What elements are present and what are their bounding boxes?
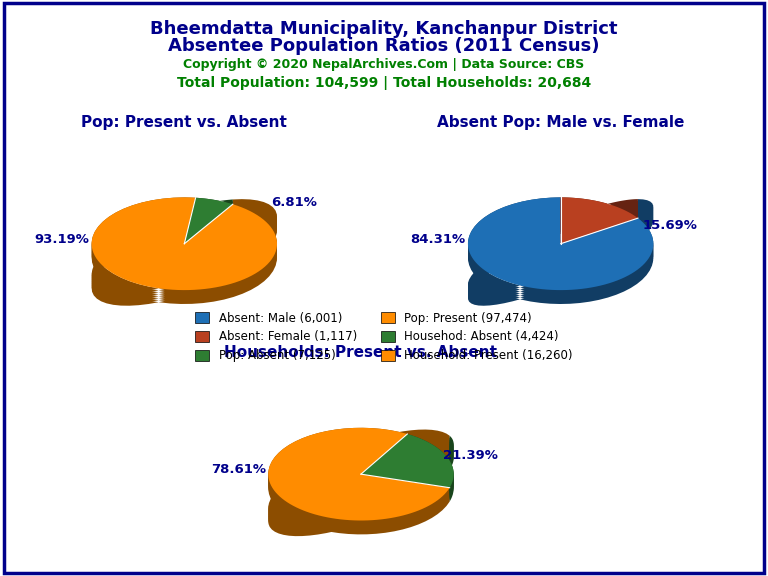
Polygon shape [407,440,454,495]
Polygon shape [91,202,277,296]
Polygon shape [91,198,277,290]
Polygon shape [561,207,638,230]
Title: Pop: Present vs. Absent: Pop: Present vs. Absent [81,115,287,130]
Polygon shape [196,211,233,220]
Polygon shape [268,428,449,521]
Text: Copyright © 2020 NepalArchives.Com | Data Source: CBS: Copyright © 2020 NepalArchives.Com | Dat… [184,58,584,71]
Polygon shape [468,198,654,292]
Polygon shape [468,207,654,302]
Text: 84.31%: 84.31% [411,233,466,245]
Polygon shape [468,203,654,298]
Polygon shape [468,202,654,296]
Polygon shape [468,209,654,304]
Polygon shape [268,434,449,528]
Polygon shape [91,205,277,300]
Text: 6.81%: 6.81% [271,195,316,209]
Polygon shape [407,442,454,498]
Text: 78.61%: 78.61% [211,463,266,476]
Polygon shape [91,207,277,302]
Polygon shape [561,199,638,222]
Polygon shape [196,208,233,216]
Text: 15.69%: 15.69% [643,219,697,232]
Polygon shape [196,204,233,212]
Polygon shape [268,428,449,522]
Polygon shape [196,206,233,214]
Polygon shape [196,210,233,218]
Polygon shape [561,198,638,220]
Polygon shape [561,205,638,228]
Polygon shape [407,438,454,494]
Polygon shape [407,444,454,499]
Text: Total Population: 104,599 | Total Households: 20,684: Total Population: 104,599 | Total Househ… [177,76,591,90]
Polygon shape [268,438,449,532]
Polygon shape [468,199,654,294]
Polygon shape [268,439,449,534]
Polygon shape [184,198,233,244]
Polygon shape [407,434,454,490]
Polygon shape [468,205,654,300]
Polygon shape [268,442,449,536]
Polygon shape [268,430,449,524]
Polygon shape [196,202,233,210]
Polygon shape [196,198,233,206]
Text: Absentee Population Ratios (2011 Census): Absentee Population Ratios (2011 Census) [168,37,600,55]
Polygon shape [561,198,638,244]
Polygon shape [407,436,454,491]
Legend: Absent: Male (6,001), Absent: Female (1,117), Pop: Absent (7,125), Pop: Present : Absent: Male (6,001), Absent: Female (1,… [190,307,578,367]
Polygon shape [91,211,277,306]
Polygon shape [561,203,638,226]
Polygon shape [561,202,638,224]
Polygon shape [91,198,277,292]
Polygon shape [407,448,454,503]
Polygon shape [468,211,654,306]
Polygon shape [468,198,654,290]
Polygon shape [561,211,638,234]
Text: 93.19%: 93.19% [35,233,89,245]
Polygon shape [91,199,277,294]
Title: Households: Present vs. Absent: Households: Present vs. Absent [224,346,498,361]
Polygon shape [196,200,233,208]
Polygon shape [91,209,277,304]
Polygon shape [268,435,449,530]
Polygon shape [361,434,454,488]
Text: 21.39%: 21.39% [443,449,498,462]
Text: Bheemdatta Municipality, Kanchanpur District: Bheemdatta Municipality, Kanchanpur Dist… [151,20,617,38]
Polygon shape [407,446,454,501]
Polygon shape [561,209,638,232]
Title: Absent Pop: Male vs. Female: Absent Pop: Male vs. Female [437,115,684,130]
Polygon shape [268,432,449,526]
Polygon shape [91,203,277,298]
